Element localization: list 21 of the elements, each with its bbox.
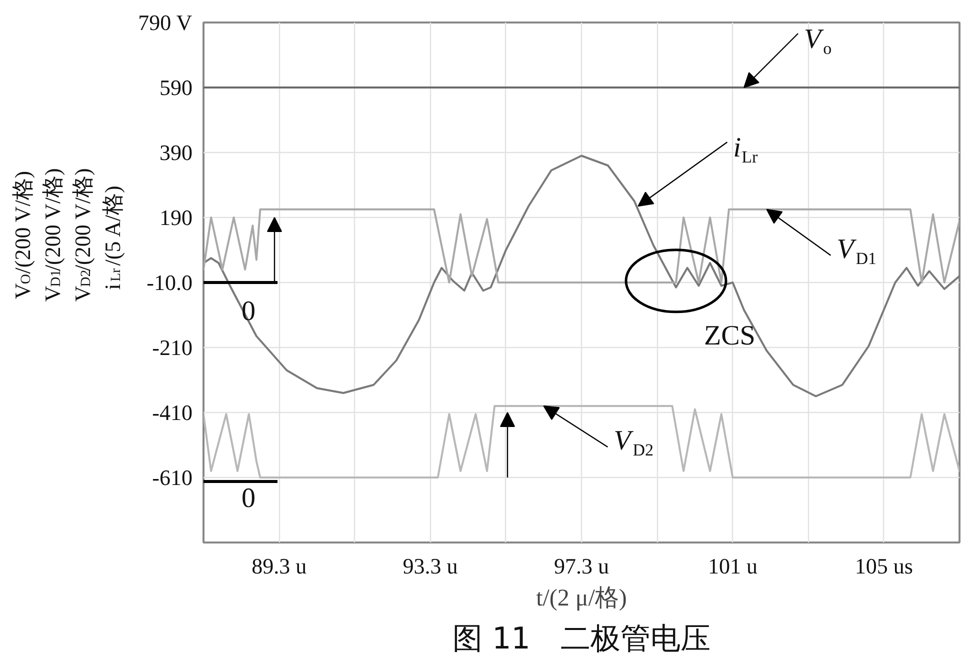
annotation: 0 <box>242 296 256 327</box>
x-tick-label: 97.3 u <box>554 554 609 578</box>
y-tick-label: -610 <box>152 465 192 490</box>
line-series <box>204 208 960 284</box>
y-tick-label: 590 <box>160 75 192 100</box>
x-tick-label: 105 us <box>854 554 913 578</box>
y-tick-label: 190 <box>160 205 192 230</box>
y-tick-label: 790 V <box>138 10 192 35</box>
y-tick-label: -10.0 <box>146 270 192 295</box>
text: 图 11 二极管电压 <box>452 622 710 656</box>
y-tick-label: -210 <box>152 335 192 360</box>
x-tick-label: 93.3 u <box>402 554 458 578</box>
annotation: ZCS <box>704 320 756 352</box>
text: VO/(200 V/格) VD1/(200 V/格) VD2/(200 V/格) iLr/(5 A/格) <box>10 168 125 302</box>
x-tick-label: 101 u <box>708 554 758 578</box>
line-series <box>204 405 960 478</box>
y-tick-label: -410 <box>152 400 192 425</box>
x-tick-label: 89.3 u <box>252 554 307 578</box>
x-axis-title: t/(2 μ/格) <box>536 586 627 612</box>
y-tick-label: 390 <box>160 140 192 165</box>
annotation: 0 <box>242 483 256 514</box>
